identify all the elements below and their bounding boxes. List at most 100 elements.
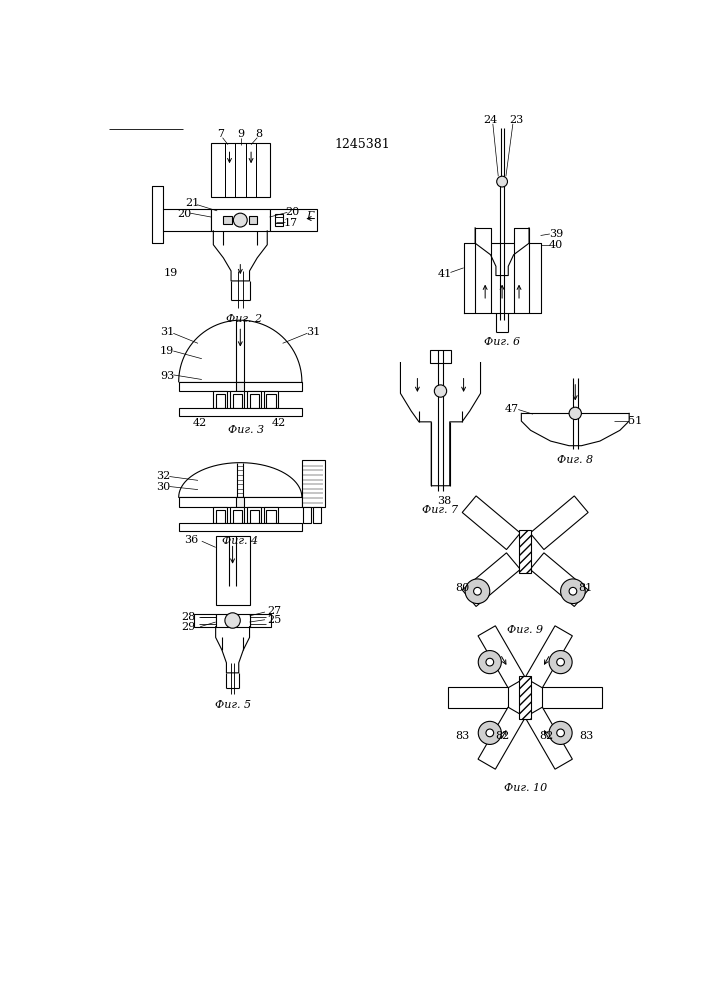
Text: Фиг. 9: Фиг. 9 bbox=[507, 625, 543, 635]
Text: 47: 47 bbox=[505, 404, 519, 414]
Bar bbox=[519, 676, 532, 719]
Bar bbox=[275, 214, 283, 226]
Text: Фиг. 4: Фиг. 4 bbox=[222, 536, 258, 546]
Circle shape bbox=[486, 729, 493, 737]
Text: Фиг. 5: Фиг. 5 bbox=[214, 700, 251, 710]
Circle shape bbox=[561, 579, 585, 604]
Text: 82: 82 bbox=[539, 731, 554, 741]
Bar bbox=[302, 460, 325, 507]
Text: 8: 8 bbox=[255, 129, 262, 139]
Bar bbox=[430, 350, 451, 363]
Bar bbox=[216, 536, 250, 605]
Bar bbox=[264, 391, 278, 408]
Text: 7: 7 bbox=[218, 129, 225, 139]
Text: 31: 31 bbox=[306, 327, 320, 337]
Text: 1245381: 1245381 bbox=[334, 138, 390, 151]
Bar bbox=[179, 382, 302, 391]
Text: 19: 19 bbox=[160, 346, 174, 356]
Circle shape bbox=[478, 651, 501, 674]
Bar bbox=[247, 391, 261, 408]
Text: 81: 81 bbox=[578, 583, 592, 593]
Bar bbox=[216, 614, 250, 627]
Circle shape bbox=[486, 658, 493, 666]
Polygon shape bbox=[478, 626, 525, 688]
Circle shape bbox=[225, 613, 240, 628]
Bar bbox=[194, 614, 216, 627]
Bar bbox=[236, 497, 244, 507]
Text: 82: 82 bbox=[495, 731, 509, 741]
Text: 32: 32 bbox=[156, 471, 170, 481]
Bar bbox=[250, 394, 259, 408]
Circle shape bbox=[556, 729, 564, 737]
Bar bbox=[216, 394, 225, 408]
Bar bbox=[179, 523, 302, 531]
Bar bbox=[313, 507, 321, 523]
Text: 21: 21 bbox=[185, 198, 199, 208]
Polygon shape bbox=[530, 496, 588, 550]
Bar bbox=[519, 530, 532, 573]
Text: 9: 9 bbox=[238, 129, 245, 139]
Circle shape bbox=[434, 385, 447, 397]
Bar bbox=[267, 510, 276, 523]
Bar bbox=[211, 143, 269, 197]
Circle shape bbox=[569, 587, 577, 595]
Text: Фиг. 10: Фиг. 10 bbox=[503, 783, 547, 793]
Polygon shape bbox=[530, 553, 588, 606]
Text: Фиг. 2: Фиг. 2 bbox=[226, 314, 262, 324]
Bar bbox=[233, 394, 242, 408]
Circle shape bbox=[556, 658, 564, 666]
Circle shape bbox=[474, 587, 481, 595]
Bar bbox=[267, 394, 276, 408]
Polygon shape bbox=[448, 687, 508, 708]
Bar bbox=[223, 216, 232, 224]
Polygon shape bbox=[462, 496, 520, 550]
Text: 40: 40 bbox=[549, 240, 563, 250]
Circle shape bbox=[465, 579, 490, 604]
Bar bbox=[214, 507, 227, 523]
Bar bbox=[236, 382, 244, 391]
Text: 19: 19 bbox=[164, 268, 178, 278]
Text: 25: 25 bbox=[267, 615, 281, 625]
Polygon shape bbox=[478, 707, 525, 769]
Circle shape bbox=[478, 721, 501, 744]
Text: 93: 93 bbox=[160, 371, 174, 381]
Text: Фиг. 6: Фиг. 6 bbox=[484, 337, 520, 347]
Circle shape bbox=[233, 213, 247, 227]
Text: 36: 36 bbox=[184, 535, 198, 545]
Text: 17: 17 bbox=[284, 218, 298, 228]
Polygon shape bbox=[525, 626, 573, 688]
Bar bbox=[230, 391, 244, 408]
Text: 28: 28 bbox=[182, 612, 196, 622]
Circle shape bbox=[569, 407, 581, 420]
Bar bbox=[179, 497, 302, 507]
Text: 83: 83 bbox=[455, 731, 469, 741]
Bar bbox=[247, 507, 261, 523]
Polygon shape bbox=[462, 553, 520, 606]
Text: 29: 29 bbox=[182, 622, 196, 632]
Text: 31: 31 bbox=[160, 327, 174, 337]
Circle shape bbox=[549, 651, 572, 674]
Bar bbox=[211, 209, 269, 231]
Bar bbox=[163, 209, 211, 231]
Text: 30: 30 bbox=[156, 482, 170, 492]
Text: 27: 27 bbox=[267, 606, 281, 616]
Text: Г: Г bbox=[306, 211, 313, 221]
Bar bbox=[233, 510, 242, 523]
Bar bbox=[214, 391, 227, 408]
Circle shape bbox=[497, 176, 508, 187]
Bar bbox=[230, 507, 244, 523]
Bar bbox=[249, 216, 257, 224]
Bar bbox=[179, 408, 302, 416]
Text: 20: 20 bbox=[177, 209, 192, 219]
Bar bbox=[269, 209, 317, 231]
Bar bbox=[264, 507, 278, 523]
Text: 23: 23 bbox=[509, 115, 523, 125]
Text: 83: 83 bbox=[580, 731, 594, 741]
Circle shape bbox=[549, 721, 572, 744]
Polygon shape bbox=[525, 707, 573, 769]
Text: Фиг. 3: Фиг. 3 bbox=[228, 425, 264, 435]
Text: 38: 38 bbox=[437, 496, 452, 506]
Bar bbox=[250, 614, 271, 627]
Text: 24: 24 bbox=[484, 115, 498, 125]
Text: 39: 39 bbox=[549, 229, 563, 239]
